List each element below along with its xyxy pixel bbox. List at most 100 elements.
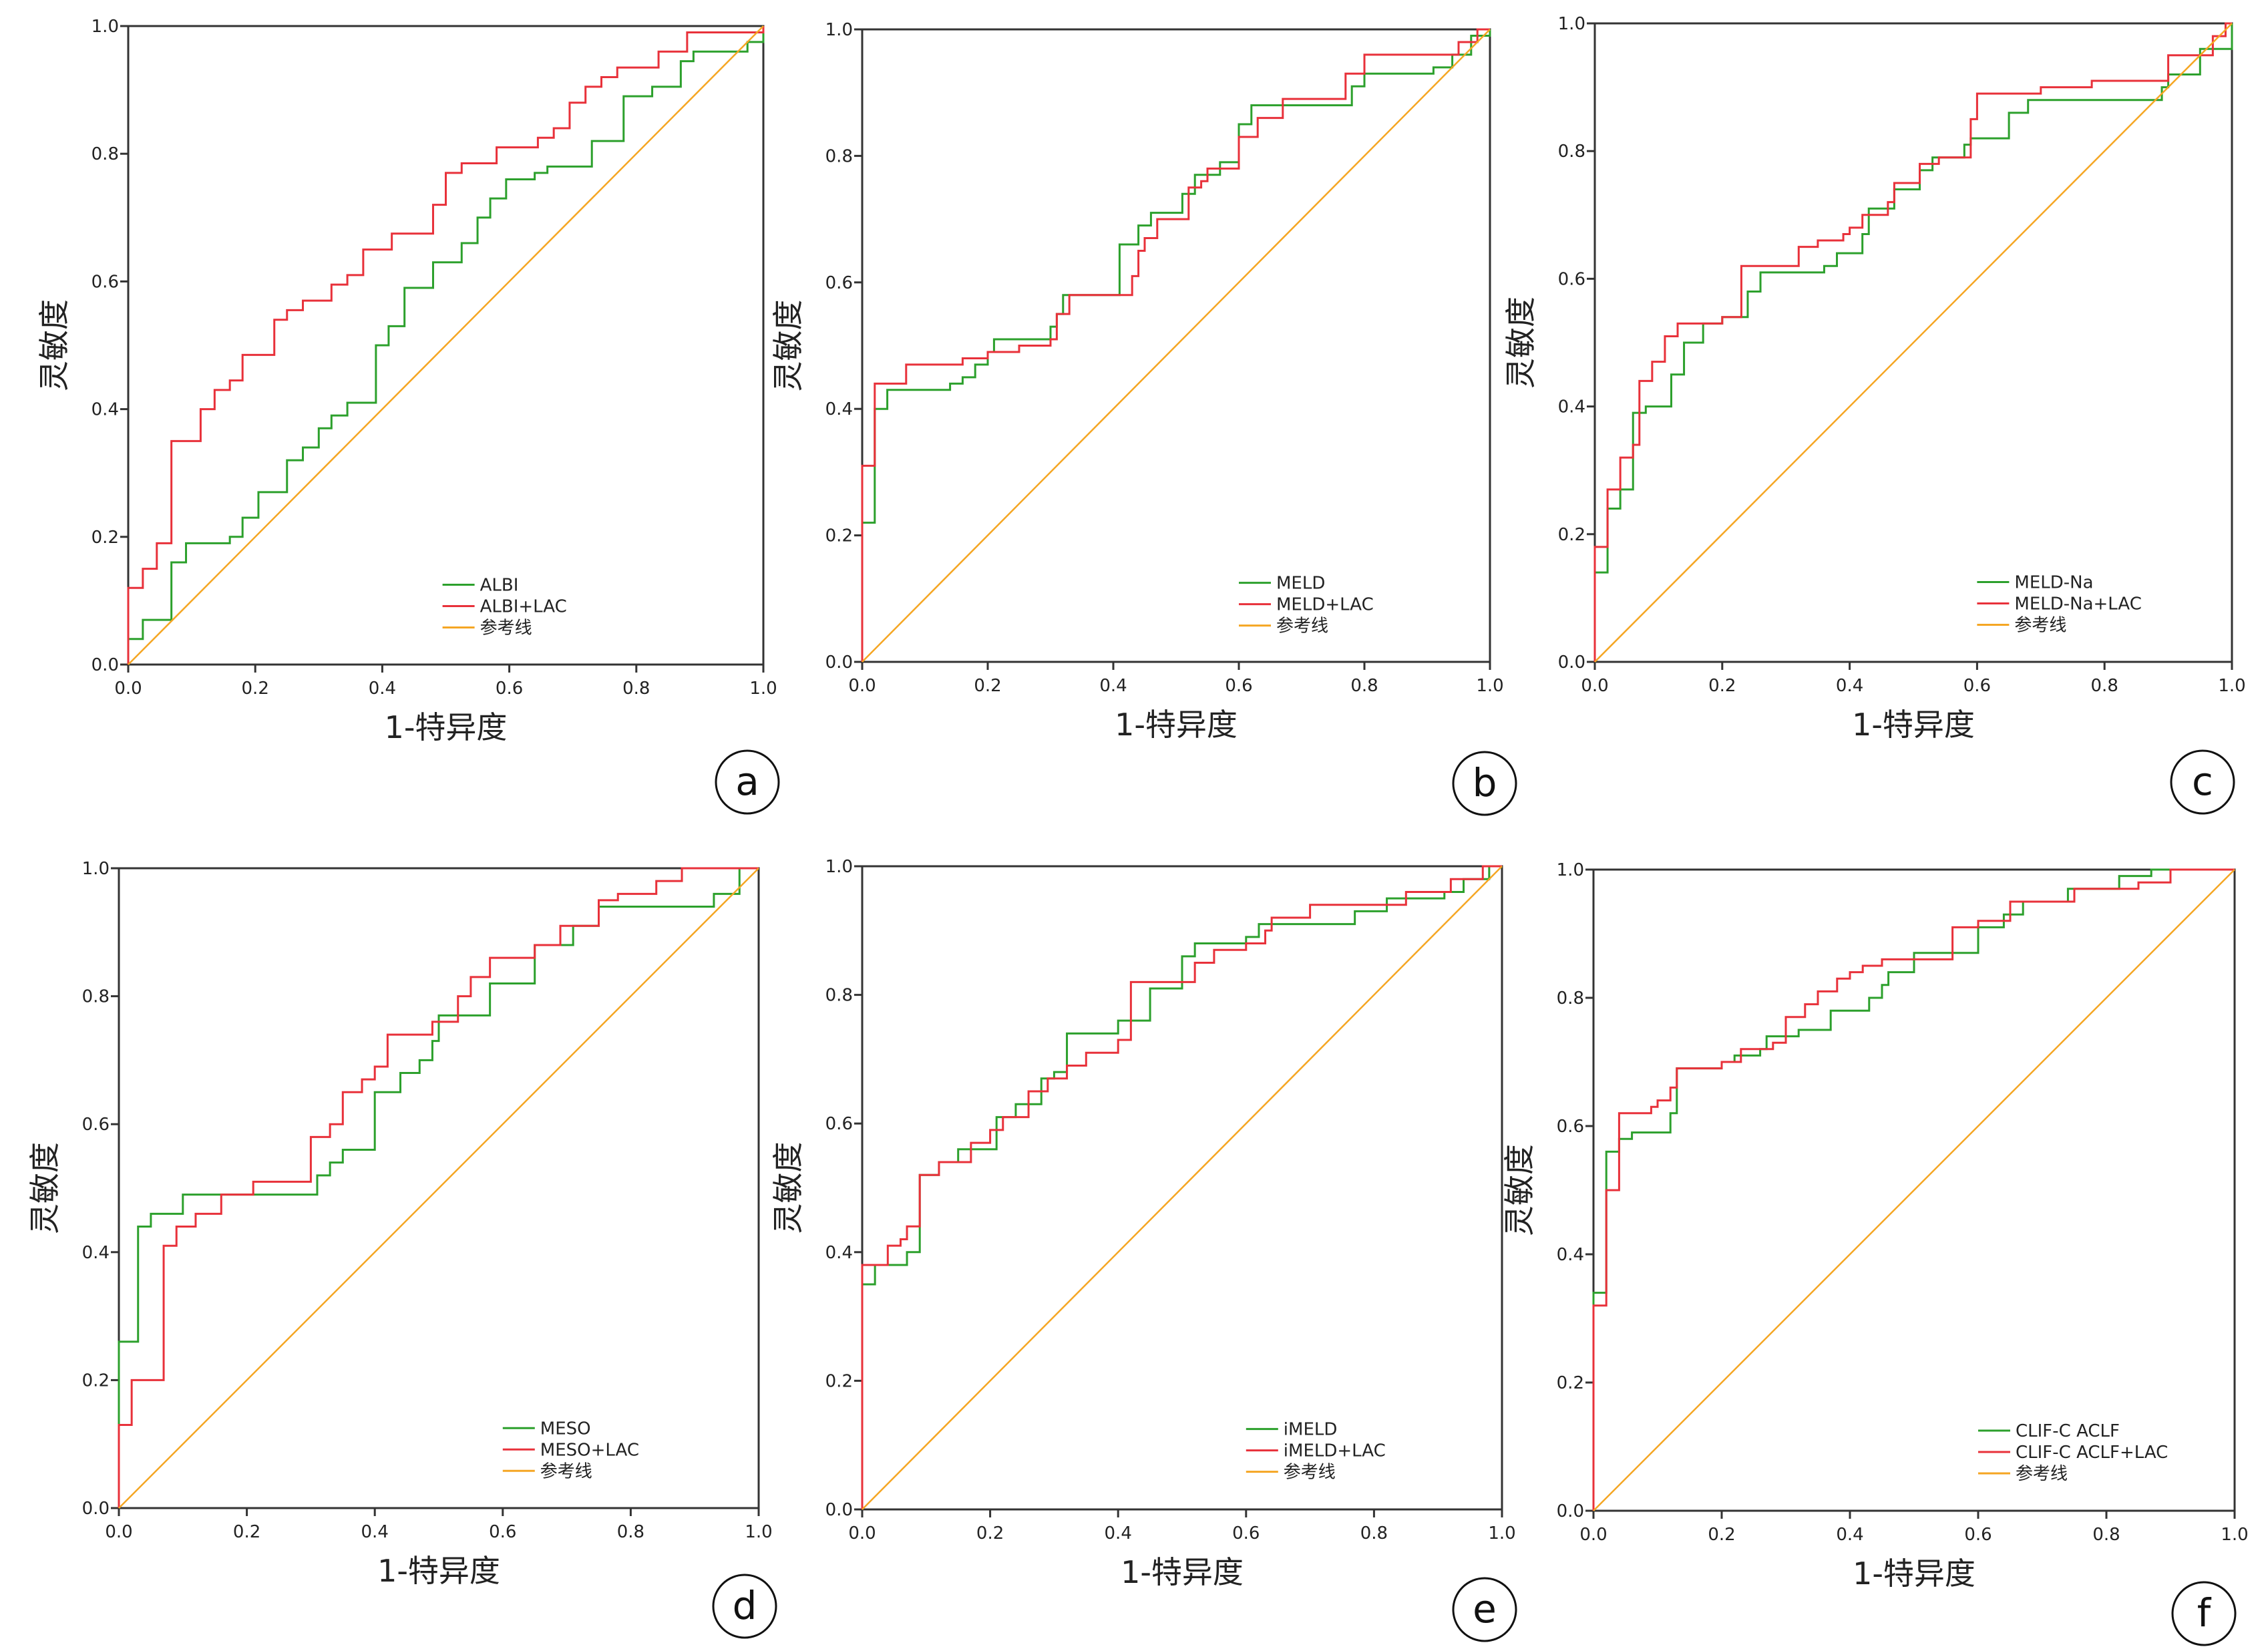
series-line-2 bbox=[118, 867, 759, 1508]
y-tick-label: 0.6 bbox=[1557, 1117, 1584, 1137]
x-tick-label: 0.4 bbox=[369, 679, 396, 699]
y-tick-label: 0.0 bbox=[825, 653, 853, 673]
legend-label: CLIF-C ACLF+LAC bbox=[2016, 1443, 2168, 1463]
x-tick-label: 0.4 bbox=[1836, 1525, 1863, 1545]
series-line-1 bbox=[127, 26, 765, 665]
panel-letter-circle bbox=[2170, 749, 2235, 815]
x-tick-label: 0.0 bbox=[1581, 676, 1608, 696]
y-tick-label: 1.0 bbox=[1557, 860, 1584, 880]
panel-letter-circle bbox=[2171, 1581, 2237, 1646]
panel-d: 0.0 0.2 0.4 0.6 0.8 1.0 0.0 0.2 0.4 0.6 0.8 1.0 1-特异… bbox=[27, 859, 777, 1639]
x-axis-label: 1-特异度 bbox=[385, 709, 508, 745]
y-tick-label: 0.8 bbox=[1557, 988, 1584, 1009]
y-tick-label: 0.2 bbox=[82, 1370, 110, 1391]
x-tick-label: 0.4 bbox=[1105, 1523, 1132, 1543]
x-tick-label: 1.0 bbox=[1488, 1523, 1515, 1543]
y-tick-label: 0.0 bbox=[825, 1500, 853, 1520]
plot-frame bbox=[1592, 868, 2236, 1512]
y-tick-label: 0.2 bbox=[91, 528, 119, 548]
panel-letter: c bbox=[2192, 759, 2213, 804]
x-axis-label: 1-特异度 bbox=[1852, 707, 1975, 743]
panel-letter: d bbox=[733, 1583, 757, 1628]
x-axis-label: 1-特异度 bbox=[377, 1553, 500, 1589]
x-tick-label: 0.2 bbox=[1708, 676, 1736, 696]
y-tick-label: 0.2 bbox=[825, 1371, 853, 1391]
x-axis-label: 1-特异度 bbox=[1853, 1556, 1975, 1592]
legend-label: ALBI bbox=[480, 576, 519, 596]
plot-frame bbox=[118, 867, 760, 1509]
legend-label: 参考线 bbox=[1276, 616, 1328, 636]
x-tick-label: 0.8 bbox=[617, 1522, 644, 1542]
series-line-1 bbox=[861, 29, 1491, 662]
plot-frame bbox=[127, 25, 765, 666]
y-axis-label: 灵敏度 bbox=[36, 299, 72, 391]
y-tick-label: 0.0 bbox=[1557, 1501, 1584, 1521]
x-tick-label: 0.2 bbox=[974, 676, 1001, 696]
x-tick-label: 0.4 bbox=[1836, 676, 1863, 696]
y-tick-label: 1.0 bbox=[1558, 14, 1585, 34]
y-tick-label: 0.6 bbox=[82, 1115, 110, 1135]
y-tick-label: 0.4 bbox=[825, 1243, 853, 1263]
legend-label: 参考线 bbox=[2016, 1464, 2068, 1484]
x-tick-label: 0.8 bbox=[2092, 1525, 2120, 1545]
y-tick-label: 0.4 bbox=[82, 1243, 110, 1263]
x-tick-label: 0.6 bbox=[496, 679, 523, 699]
panel-f: 0.0 0.2 0.4 0.6 0.8 1.0 0.0 0.2 0.4 0.6 0.8 1.0 1-特异… bbox=[1501, 860, 2249, 1646]
y-tick-label: 1.0 bbox=[91, 17, 119, 37]
series-line-1 bbox=[1592, 868, 2235, 1511]
x-tick-label: 0.6 bbox=[489, 1522, 516, 1542]
x-tick-label: 0.0 bbox=[848, 1523, 876, 1543]
panel-letter-circle bbox=[712, 1574, 777, 1639]
x-tick-label: 0.2 bbox=[233, 1522, 260, 1542]
series-line-3 bbox=[128, 25, 764, 665]
legend-label: ALBI+LAC bbox=[480, 597, 567, 617]
series-line-3 bbox=[1594, 23, 2233, 663]
series-line-3 bbox=[862, 29, 1491, 663]
plot-frame bbox=[861, 865, 1503, 1511]
y-tick-label: 0.8 bbox=[825, 146, 853, 166]
y-tick-label: 0.2 bbox=[1558, 525, 1585, 545]
legend-label: 参考线 bbox=[2014, 616, 2066, 636]
y-tick-label: 0.2 bbox=[1557, 1373, 1584, 1393]
x-tick-label: 0.4 bbox=[1099, 676, 1127, 696]
series-line-2 bbox=[1593, 22, 2232, 662]
x-tick-label: 0.0 bbox=[1579, 1525, 1607, 1545]
x-tick-label: 0.2 bbox=[976, 1523, 1004, 1543]
y-tick-label: 0.4 bbox=[1557, 1245, 1584, 1265]
x-tick-label: 0.2 bbox=[242, 679, 269, 699]
legend-label: iMELD bbox=[1284, 1420, 1338, 1440]
panel-letter-circle bbox=[1452, 1577, 1517, 1642]
y-tick-label: 0.6 bbox=[91, 272, 119, 292]
series-line-3 bbox=[862, 866, 1503, 1510]
panel-letter: a bbox=[735, 759, 759, 804]
legend-label: MELD-Na bbox=[2014, 573, 2093, 593]
legend-label: MELD bbox=[1276, 574, 1325, 594]
x-tick-label: 0.8 bbox=[1350, 676, 1378, 696]
x-axis-label: 1-特异度 bbox=[1115, 707, 1238, 743]
x-tick-label: 0.8 bbox=[2091, 676, 2118, 696]
series-line-2 bbox=[127, 26, 765, 665]
x-tick-label: 0.6 bbox=[1963, 676, 1991, 696]
y-axis-label: 灵敏度 bbox=[770, 1142, 806, 1234]
legend-label: CLIF-C ACLF bbox=[2016, 1421, 2120, 1441]
y-tick-label: 0.0 bbox=[1558, 653, 1585, 673]
series-line-1 bbox=[1593, 23, 2233, 662]
x-tick-label: 0.0 bbox=[848, 676, 876, 696]
panel-letter-circle bbox=[1452, 751, 1517, 816]
y-axis-label: 灵敏度 bbox=[1503, 297, 1539, 389]
series-line-3 bbox=[118, 868, 759, 1509]
x-tick-label: 0.8 bbox=[1360, 1523, 1388, 1543]
y-tick-label: 0.8 bbox=[825, 986, 853, 1006]
panel-e: 0.0 0.2 0.4 0.6 0.8 1.0 0.0 0.2 0.4 0.6 0.8 1.0 1-特异… bbox=[770, 857, 1517, 1642]
x-tick-label: 1.0 bbox=[2221, 1525, 2248, 1545]
y-tick-label: 0.2 bbox=[825, 526, 853, 546]
legend-label: 参考线 bbox=[480, 618, 532, 638]
legend-label: iMELD+LAC bbox=[1284, 1441, 1386, 1461]
panel-a: 0.0 0.2 0.4 0.6 0.8 1.0 0.0 0.2 0.4 0.6 0.8 1.0 1-特异… bbox=[36, 17, 780, 815]
y-tick-label: 1.0 bbox=[82, 859, 110, 879]
x-tick-label: 0.0 bbox=[114, 679, 142, 699]
y-tick-label: 0.0 bbox=[82, 1499, 110, 1519]
legend-label: MELD+LAC bbox=[1276, 595, 1374, 615]
y-tick-label: 1.0 bbox=[825, 20, 853, 40]
